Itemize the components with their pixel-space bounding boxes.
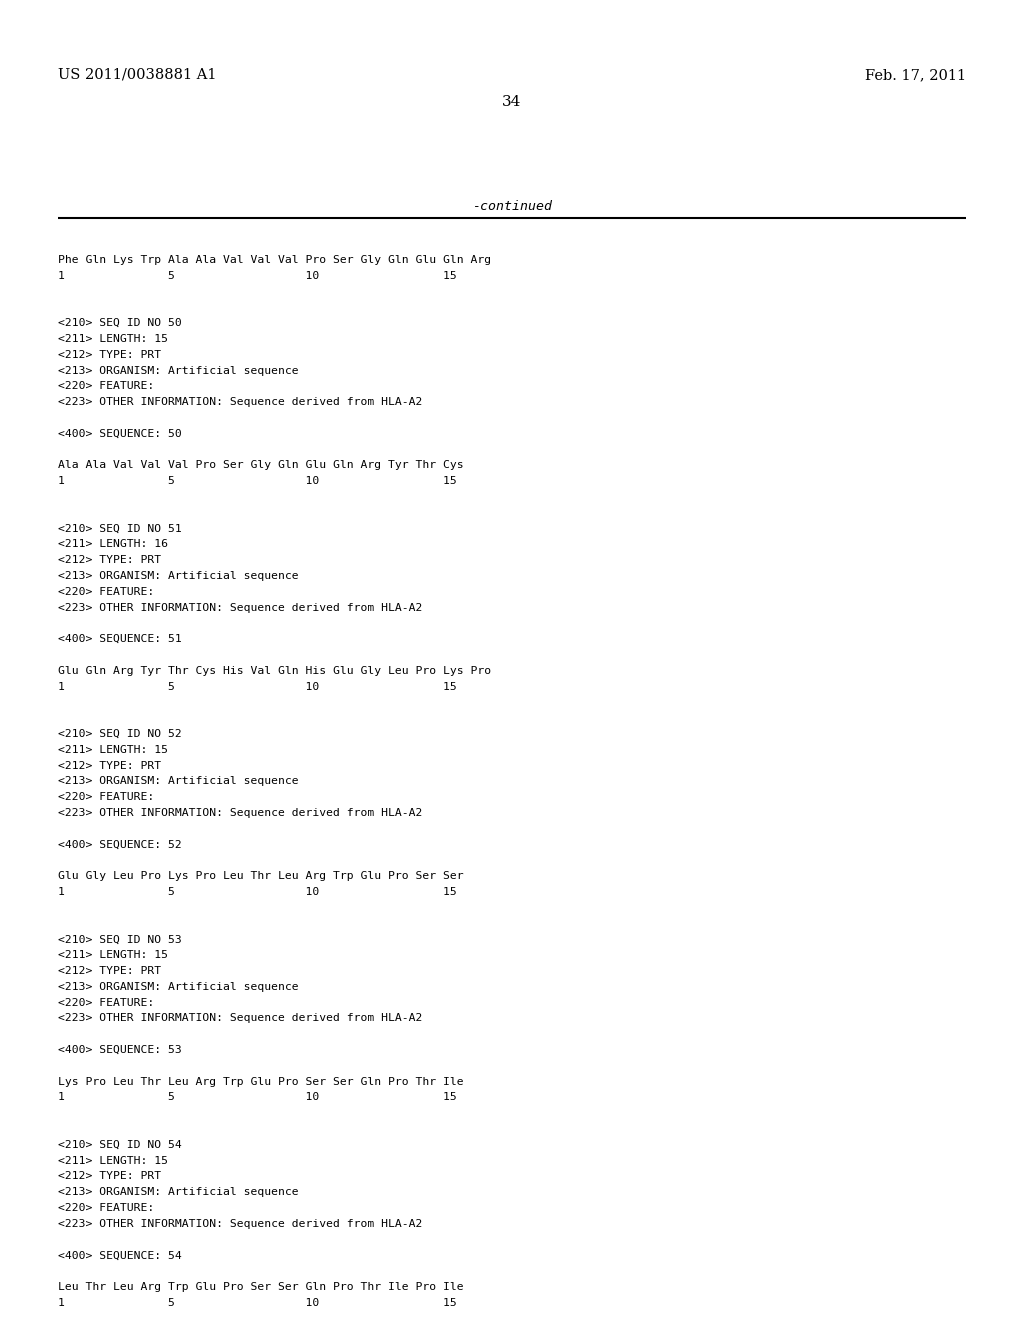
Text: <223> OTHER INFORMATION: Sequence derived from HLA-A2: <223> OTHER INFORMATION: Sequence derive… bbox=[58, 397, 422, 407]
Text: <220> FEATURE:: <220> FEATURE: bbox=[58, 998, 155, 1007]
Text: Glu Gly Leu Pro Lys Pro Leu Thr Leu Arg Trp Glu Pro Ser Ser: Glu Gly Leu Pro Lys Pro Leu Thr Leu Arg … bbox=[58, 871, 464, 882]
Text: <400> SEQUENCE: 52: <400> SEQUENCE: 52 bbox=[58, 840, 181, 850]
Text: <212> TYPE: PRT: <212> TYPE: PRT bbox=[58, 760, 161, 771]
Text: <211> LENGTH: 16: <211> LENGTH: 16 bbox=[58, 540, 168, 549]
Text: Leu Thr Leu Arg Trp Glu Pro Ser Ser Gln Pro Thr Ile Pro Ile: Leu Thr Leu Arg Trp Glu Pro Ser Ser Gln … bbox=[58, 1282, 464, 1292]
Text: <212> TYPE: PRT: <212> TYPE: PRT bbox=[58, 350, 161, 360]
Text: 1               5                   10                  15: 1 5 10 15 bbox=[58, 681, 457, 692]
Text: <211> LENGTH: 15: <211> LENGTH: 15 bbox=[58, 950, 168, 960]
Text: <213> ORGANISM: Artificial sequence: <213> ORGANISM: Artificial sequence bbox=[58, 982, 299, 991]
Text: 1               5                   10                  15: 1 5 10 15 bbox=[58, 271, 457, 281]
Text: <220> FEATURE:: <220> FEATURE: bbox=[58, 587, 155, 597]
Text: <210> SEQ ID NO 53: <210> SEQ ID NO 53 bbox=[58, 935, 181, 944]
Text: <223> OTHER INFORMATION: Sequence derived from HLA-A2: <223> OTHER INFORMATION: Sequence derive… bbox=[58, 1014, 422, 1023]
Text: <210> SEQ ID NO 50: <210> SEQ ID NO 50 bbox=[58, 318, 181, 329]
Text: Feb. 17, 2011: Feb. 17, 2011 bbox=[865, 69, 966, 82]
Text: 1               5                   10                  15: 1 5 10 15 bbox=[58, 1298, 457, 1308]
Text: <223> OTHER INFORMATION: Sequence derived from HLA-A2: <223> OTHER INFORMATION: Sequence derive… bbox=[58, 808, 422, 818]
Text: 34: 34 bbox=[503, 95, 521, 110]
Text: <400> SEQUENCE: 54: <400> SEQUENCE: 54 bbox=[58, 1250, 181, 1261]
Text: Lys Pro Leu Thr Leu Arg Trp Glu Pro Ser Ser Gln Pro Thr Ile: Lys Pro Leu Thr Leu Arg Trp Glu Pro Ser … bbox=[58, 1077, 464, 1086]
Text: 1               5                   10                  15: 1 5 10 15 bbox=[58, 477, 457, 486]
Text: <220> FEATURE:: <220> FEATURE: bbox=[58, 792, 155, 803]
Text: Ala Ala Val Val Val Pro Ser Gly Gln Glu Gln Arg Tyr Thr Cys: Ala Ala Val Val Val Pro Ser Gly Gln Glu … bbox=[58, 461, 464, 470]
Text: 1               5                   10                  15: 1 5 10 15 bbox=[58, 1093, 457, 1102]
Text: <223> OTHER INFORMATION: Sequence derived from HLA-A2: <223> OTHER INFORMATION: Sequence derive… bbox=[58, 603, 422, 612]
Text: -continued: -continued bbox=[472, 201, 552, 213]
Text: <213> ORGANISM: Artificial sequence: <213> ORGANISM: Artificial sequence bbox=[58, 366, 299, 376]
Text: <212> TYPE: PRT: <212> TYPE: PRT bbox=[58, 1171, 161, 1181]
Text: 1               5                   10                  15: 1 5 10 15 bbox=[58, 887, 457, 898]
Text: <211> LENGTH: 15: <211> LENGTH: 15 bbox=[58, 1155, 168, 1166]
Text: US 2011/0038881 A1: US 2011/0038881 A1 bbox=[58, 69, 216, 82]
Text: <220> FEATURE:: <220> FEATURE: bbox=[58, 1203, 155, 1213]
Text: <400> SEQUENCE: 51: <400> SEQUENCE: 51 bbox=[58, 634, 181, 644]
Text: <212> TYPE: PRT: <212> TYPE: PRT bbox=[58, 556, 161, 565]
Text: Phe Gln Lys Trp Ala Ala Val Val Val Pro Ser Gly Gln Glu Gln Arg: Phe Gln Lys Trp Ala Ala Val Val Val Pro … bbox=[58, 255, 492, 265]
Text: <210> SEQ ID NO 54: <210> SEQ ID NO 54 bbox=[58, 1139, 181, 1150]
Text: <211> LENGTH: 15: <211> LENGTH: 15 bbox=[58, 744, 168, 755]
Text: <213> ORGANISM: Artificial sequence: <213> ORGANISM: Artificial sequence bbox=[58, 776, 299, 787]
Text: <210> SEQ ID NO 51: <210> SEQ ID NO 51 bbox=[58, 524, 181, 533]
Text: <220> FEATURE:: <220> FEATURE: bbox=[58, 381, 155, 392]
Text: <213> ORGANISM: Artificial sequence: <213> ORGANISM: Artificial sequence bbox=[58, 1187, 299, 1197]
Text: <212> TYPE: PRT: <212> TYPE: PRT bbox=[58, 966, 161, 975]
Text: <210> SEQ ID NO 52: <210> SEQ ID NO 52 bbox=[58, 729, 181, 739]
Text: <400> SEQUENCE: 53: <400> SEQUENCE: 53 bbox=[58, 1045, 181, 1055]
Text: <211> LENGTH: 15: <211> LENGTH: 15 bbox=[58, 334, 168, 345]
Text: Glu Gln Arg Tyr Thr Cys His Val Gln His Glu Gly Leu Pro Lys Pro: Glu Gln Arg Tyr Thr Cys His Val Gln His … bbox=[58, 665, 492, 676]
Text: <223> OTHER INFORMATION: Sequence derived from HLA-A2: <223> OTHER INFORMATION: Sequence derive… bbox=[58, 1218, 422, 1229]
Text: <400> SEQUENCE: 50: <400> SEQUENCE: 50 bbox=[58, 429, 181, 438]
Text: <213> ORGANISM: Artificial sequence: <213> ORGANISM: Artificial sequence bbox=[58, 572, 299, 581]
